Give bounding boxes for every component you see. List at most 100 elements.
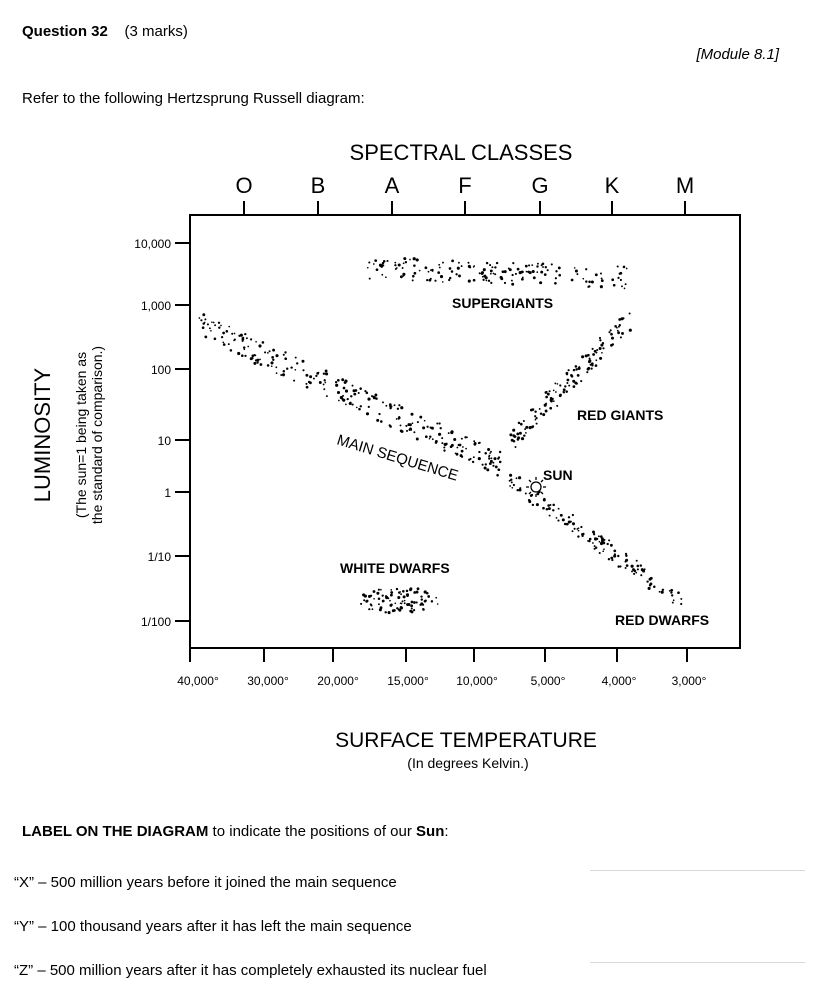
red-giant-star: [616, 329, 619, 332]
main-sequence-star: [353, 392, 357, 396]
white-dwarf-star: [413, 601, 416, 604]
red-giant-star: [590, 367, 593, 370]
main-sequence-star: [567, 516, 571, 519]
main-sequence-star: [624, 560, 627, 563]
supergiant-star: [378, 263, 383, 267]
main-sequence-star: [599, 541, 604, 546]
main-sequence-star: [220, 335, 224, 339]
red-giant-star: [534, 410, 537, 413]
main-sequence-star: [559, 513, 563, 517]
label-main-sequence: MAIN SEQUENCE: [335, 432, 460, 485]
supergiant-star: [621, 285, 623, 288]
spectral-class-M: M: [676, 173, 694, 198]
main-sequence-star: [375, 397, 378, 400]
red-giant-star: [528, 426, 532, 430]
main-sequence-star: [434, 441, 438, 444]
main-sequence-star: [668, 590, 671, 592]
main-sequence-star: [271, 355, 274, 359]
y-tick-100: 100: [151, 363, 171, 377]
main-sequence-star: [201, 326, 205, 330]
red-giant-star: [621, 331, 624, 335]
red-giant-star: [565, 371, 569, 375]
supergiant-star: [489, 272, 492, 275]
main-sequence-star: [305, 382, 308, 385]
x-tick-10000: 10,000°: [456, 674, 498, 688]
supergiant-star: [394, 261, 397, 264]
white-dwarf-star: [410, 604, 414, 608]
main-sequence-star: [214, 324, 217, 327]
main-sequence-star: [411, 422, 414, 425]
main-sequence-star: [577, 529, 580, 532]
main-sequence-star: [571, 522, 576, 526]
main-sequence-star: [441, 437, 444, 440]
supergiant-star: [585, 280, 588, 283]
plot-frame: [189, 214, 741, 649]
main-sequence-star: [593, 547, 596, 550]
main-sequence-star: [536, 492, 540, 496]
main-sequence-star: [511, 486, 514, 489]
supergiant-star: [521, 277, 524, 281]
red-giant-star: [572, 379, 576, 383]
supergiant-star: [507, 267, 510, 270]
intro-text: Refer to the following Hertzsprung Russe…: [22, 90, 365, 107]
main-sequence-star: [253, 361, 257, 365]
main-sequence-star: [484, 463, 487, 466]
supergiant-star: [472, 266, 475, 268]
supergiant-star: [430, 269, 432, 271]
main-sequence-star: [253, 353, 256, 357]
red-giant-star: [565, 390, 568, 393]
supergiant-star: [588, 285, 591, 288]
main-sequence-star: [555, 517, 558, 519]
red-giant-star: [547, 393, 550, 396]
main-sequence-star: [380, 420, 383, 423]
supergiant-star: [619, 278, 622, 282]
main-sequence-star: [294, 368, 297, 371]
supergiant-star: [401, 267, 404, 269]
red-giant-star: [601, 341, 605, 345]
main-sequence-star: [472, 456, 475, 459]
supergiant-star: [381, 273, 384, 276]
main-sequence-star: [671, 594, 674, 597]
white-dwarf-star: [381, 594, 384, 597]
main-sequence-star: [509, 485, 511, 487]
main-sequence-star: [592, 542, 594, 544]
red-giant-star: [522, 420, 525, 422]
red-giant-star: [598, 336, 602, 340]
task-instruction: LABEL ON THE DIAGRAM to indicate the pos…: [22, 823, 449, 840]
supergiant-star: [546, 269, 549, 272]
main-sequence-star: [636, 568, 639, 571]
main-sequence-star: [643, 568, 646, 571]
main-sequence-star: [359, 387, 362, 390]
main-sequence-star: [208, 327, 211, 330]
white-dwarf-star: [389, 599, 391, 602]
supergiant-star: [532, 276, 536, 280]
red-giant-star: [628, 312, 631, 315]
top-ticks: [243, 201, 686, 215]
supergiant-star: [542, 266, 544, 268]
supergiant-star: [404, 261, 408, 264]
main-sequence-star: [624, 552, 628, 556]
supergiant-star: [372, 263, 375, 265]
main-sequence-star: [557, 519, 560, 522]
main-sequence-star: [410, 412, 414, 416]
main-sequence-star: [365, 412, 370, 416]
main-sequence-star: [569, 520, 572, 523]
supergiant-star: [616, 265, 619, 268]
x-tick-30000: 30,000°: [247, 674, 289, 688]
main-sequence-star: [211, 321, 213, 324]
y-axis-title: LUMINOSITY: [30, 367, 55, 502]
red-giant-star: [555, 391, 557, 393]
main-sequence-star: [610, 556, 614, 560]
supergiant-star: [600, 277, 603, 280]
white-dwarf-star: [377, 597, 381, 600]
supergiant-star: [458, 274, 461, 278]
supergiant-star: [413, 264, 416, 267]
main-sequence-star: [275, 366, 278, 369]
main-sequence-star: [677, 591, 680, 595]
main-sequence-star: [398, 404, 401, 407]
item-x: “X” – 500 million years before it joined…: [14, 874, 397, 891]
main-sequence-star: [670, 588, 674, 592]
main-sequence-star: [244, 354, 247, 358]
main-sequence-star: [582, 532, 585, 536]
main-sequence-star: [316, 372, 320, 375]
